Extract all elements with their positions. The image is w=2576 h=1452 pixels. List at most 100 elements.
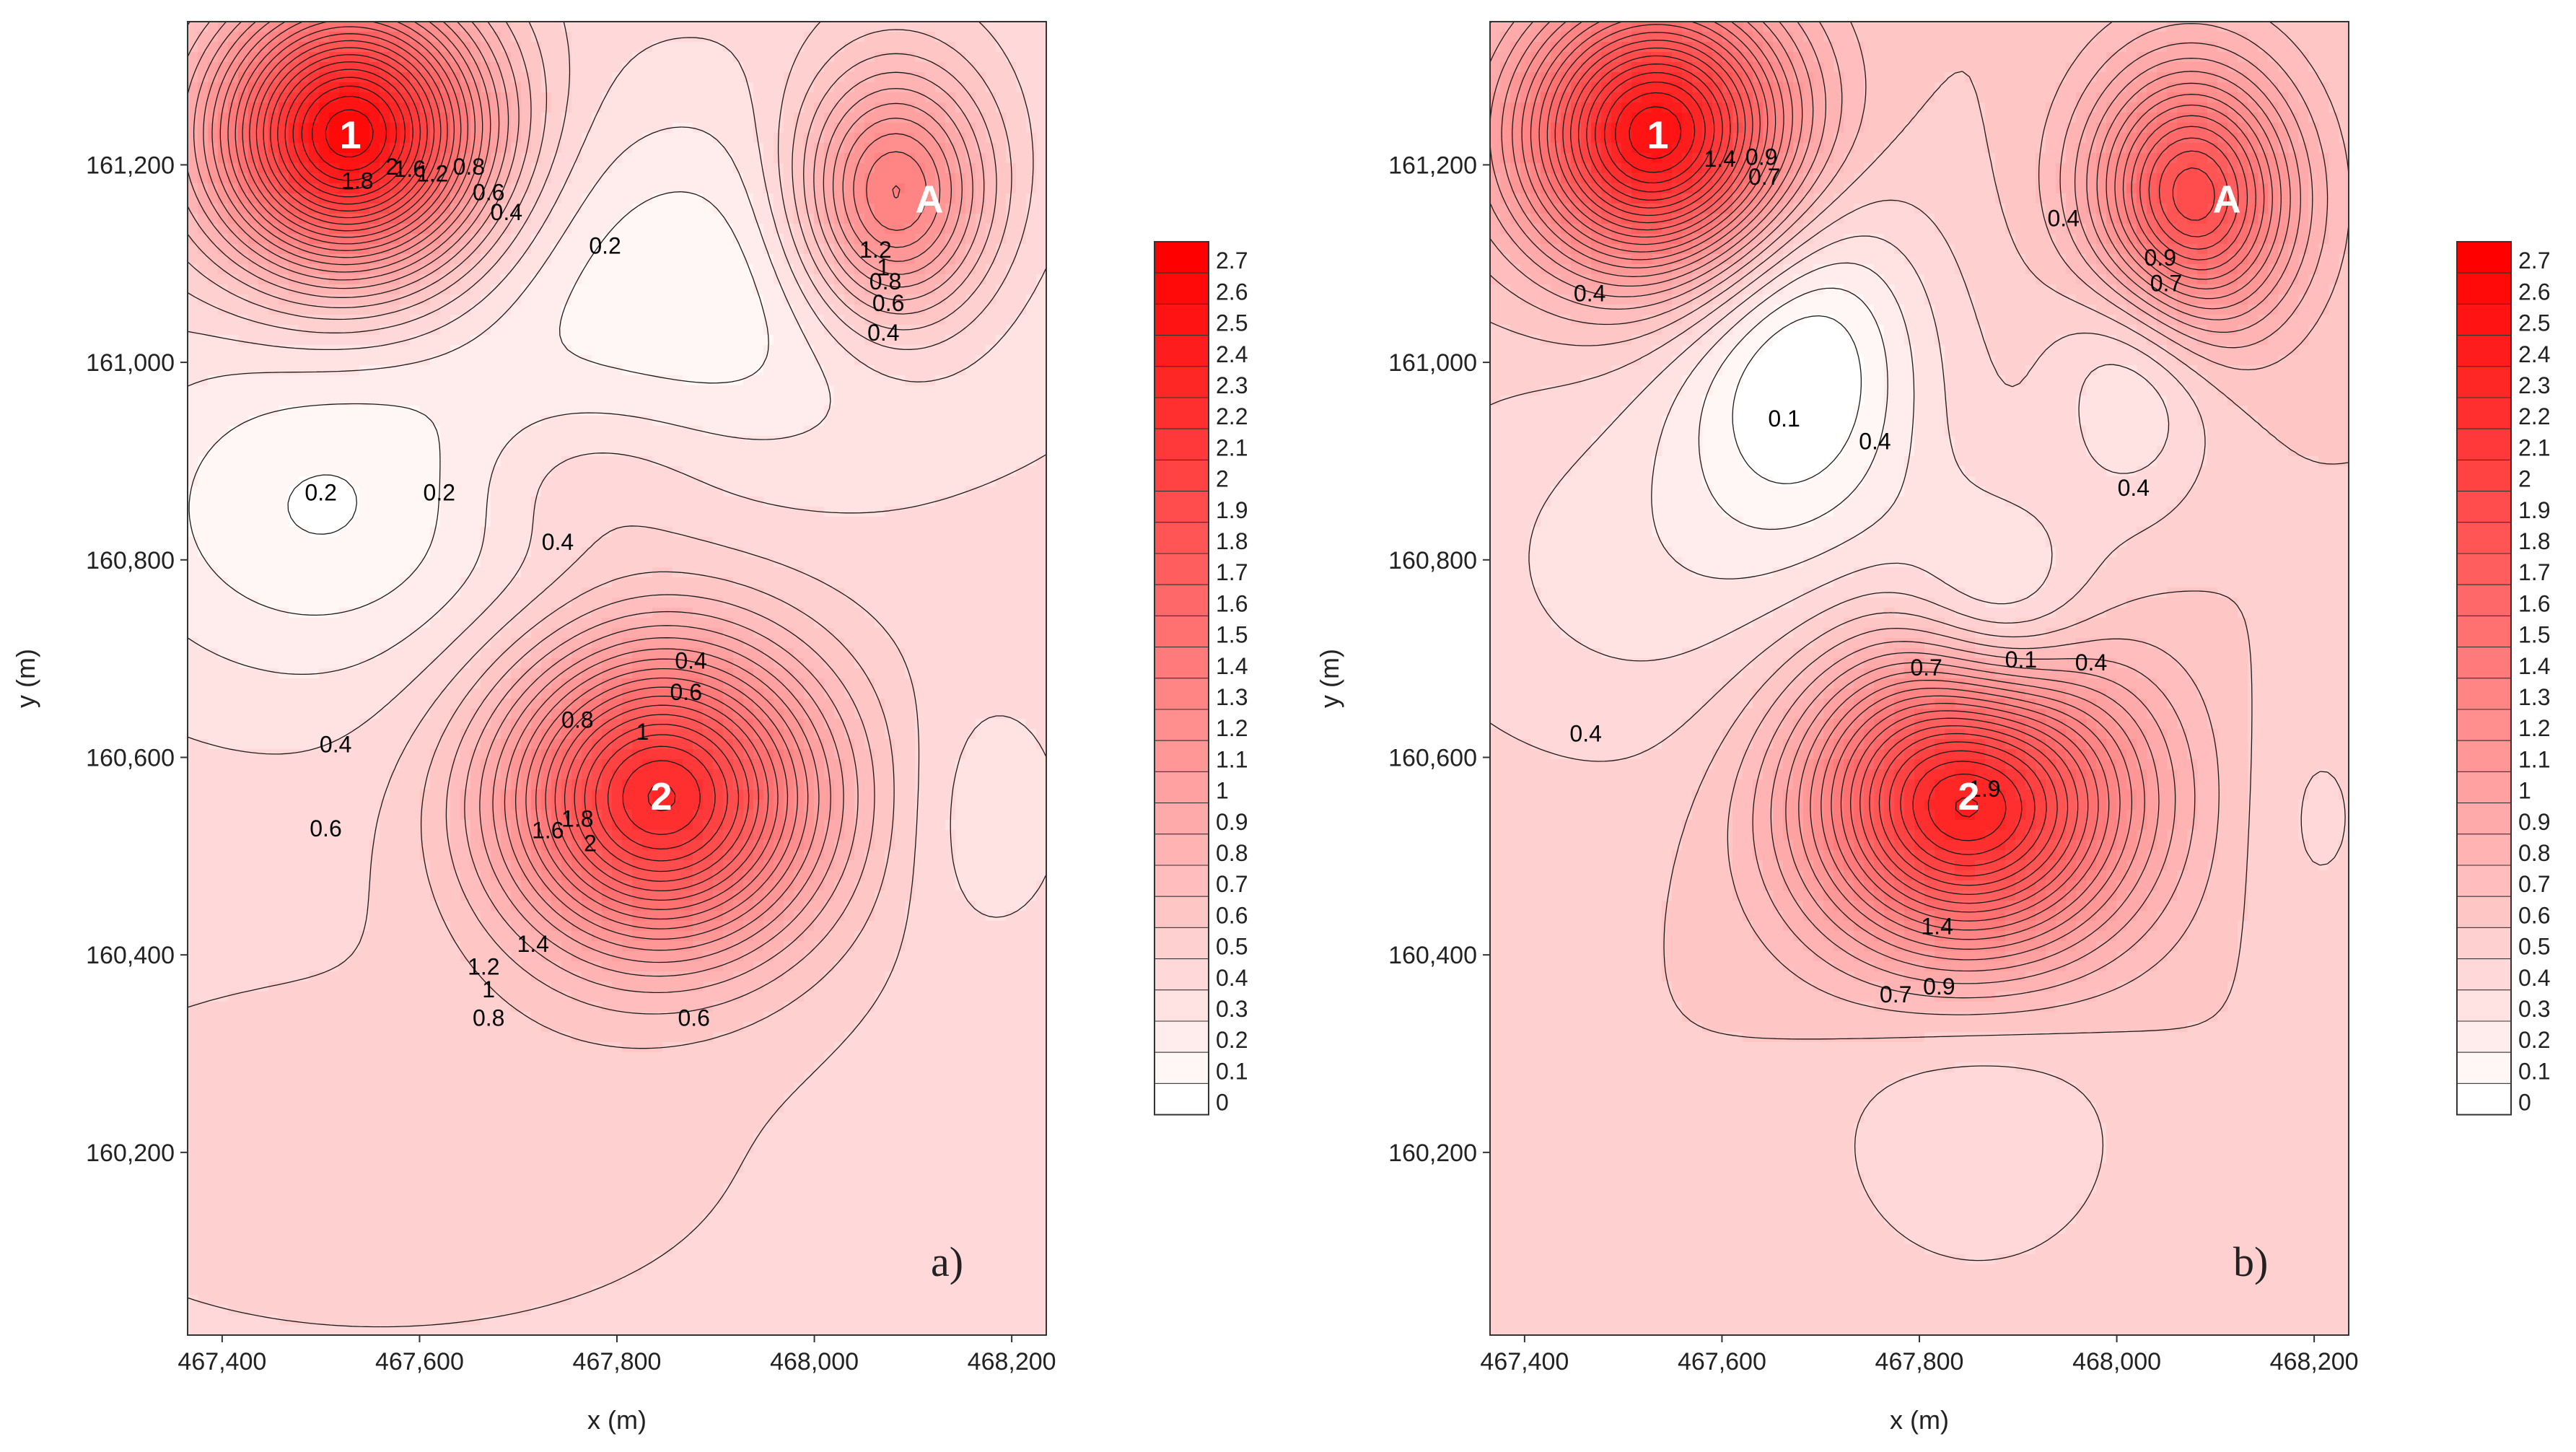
contour-cell	[632, 62, 643, 73]
contour-cell	[723, 204, 734, 214]
contour-cell	[743, 486, 754, 497]
contour-cell	[915, 436, 926, 447]
contour-cell	[1006, 598, 1017, 608]
contour-cell	[763, 598, 774, 608]
contour-cell	[511, 62, 522, 73]
contour-cell	[319, 62, 330, 73]
contour-cell	[440, 527, 451, 538]
contour-cell	[561, 92, 572, 103]
contour-cell	[723, 507, 734, 517]
contour-cell	[733, 416, 744, 427]
contour-cell	[683, 123, 693, 134]
contour-cell	[582, 294, 592, 305]
contour-cell	[622, 193, 633, 204]
contour-cell	[1006, 52, 1017, 63]
contour-cell	[784, 335, 794, 346]
contour-cell	[380, 325, 390, 336]
contour-cell	[622, 153, 633, 164]
contour-cell	[642, 82, 653, 93]
contour-cell	[693, 244, 704, 255]
contour-cell	[763, 153, 774, 164]
contour-cell	[683, 325, 693, 336]
contour-cell	[965, 466, 976, 477]
contour-cell	[208, 456, 219, 467]
contour-cell	[410, 426, 421, 437]
contour-cell	[612, 456, 623, 467]
contour-cell	[743, 102, 754, 113]
contour-cell	[400, 32, 411, 43]
contour-cell	[380, 527, 390, 538]
contour-cell	[531, 214, 542, 224]
contour-cell	[592, 72, 603, 83]
contour-cell	[743, 587, 754, 598]
contour-cell	[1026, 234, 1037, 245]
contour-cell	[622, 72, 633, 83]
contour-cell	[753, 375, 764, 386]
contour-cell	[996, 385, 1007, 396]
contour-cell	[198, 517, 209, 528]
contour-cell	[986, 133, 996, 144]
contour-cell	[652, 264, 663, 275]
contour-cell	[683, 537, 693, 548]
contour-cell	[450, 608, 461, 618]
contour-cell	[491, 315, 501, 325]
contour-cell	[521, 315, 532, 325]
contour-cell	[309, 507, 320, 517]
contour-cell	[794, 163, 805, 174]
contour-cell	[208, 244, 219, 255]
contour-cell	[571, 183, 582, 194]
contour-cell	[895, 153, 906, 164]
contour-cell	[854, 32, 865, 43]
contour-cell	[208, 315, 219, 325]
contour-cell	[359, 497, 370, 507]
contour-cell	[198, 113, 209, 123]
contour-cell	[986, 567, 996, 578]
contour-cell	[683, 497, 693, 507]
contour-cell	[400, 325, 411, 336]
contour-cell	[551, 102, 562, 113]
contour-cell	[774, 62, 784, 73]
contour-cell	[258, 608, 269, 618]
contour-cell	[279, 426, 289, 437]
contour-cell	[571, 224, 582, 235]
contour-cell	[551, 173, 562, 184]
contour-cell	[309, 133, 320, 144]
contour-cell	[1026, 173, 1037, 184]
contour-cell	[390, 476, 400, 487]
contour-cell	[794, 42, 805, 53]
contour-cell	[935, 517, 946, 528]
contour-cell	[491, 294, 501, 305]
contour-cell	[491, 608, 501, 618]
contour-cell	[642, 32, 653, 43]
contour-cell	[248, 426, 259, 437]
contour-cell	[208, 153, 219, 164]
contour-cell	[319, 113, 330, 123]
contour-cell	[279, 365, 289, 376]
contour-cell	[369, 143, 380, 154]
contour-cell	[703, 497, 714, 507]
contour-cell	[329, 133, 340, 144]
contour-cell	[673, 365, 683, 376]
contour-cell	[440, 52, 451, 63]
contour-cell	[642, 254, 653, 265]
contour-cell	[501, 274, 512, 285]
contour-cell	[279, 32, 289, 43]
contour-cell	[642, 52, 653, 63]
contour-cell	[410, 163, 421, 174]
contour-cell	[440, 557, 451, 568]
contour-cell	[723, 476, 734, 487]
contour-cell	[723, 42, 734, 53]
contour-cell	[248, 365, 259, 376]
contour-cell	[450, 52, 461, 63]
contour-cell	[602, 466, 613, 477]
contour-cell	[753, 264, 764, 275]
contour-cell	[541, 123, 552, 134]
contour-cell	[794, 547, 805, 558]
contour-cell	[753, 426, 764, 437]
contour-cell	[996, 193, 1007, 204]
contour-cell	[662, 102, 673, 113]
contour-cell	[470, 254, 481, 265]
contour-cell	[531, 123, 542, 134]
contour-cell	[369, 62, 380, 73]
contour-cell	[814, 406, 825, 416]
